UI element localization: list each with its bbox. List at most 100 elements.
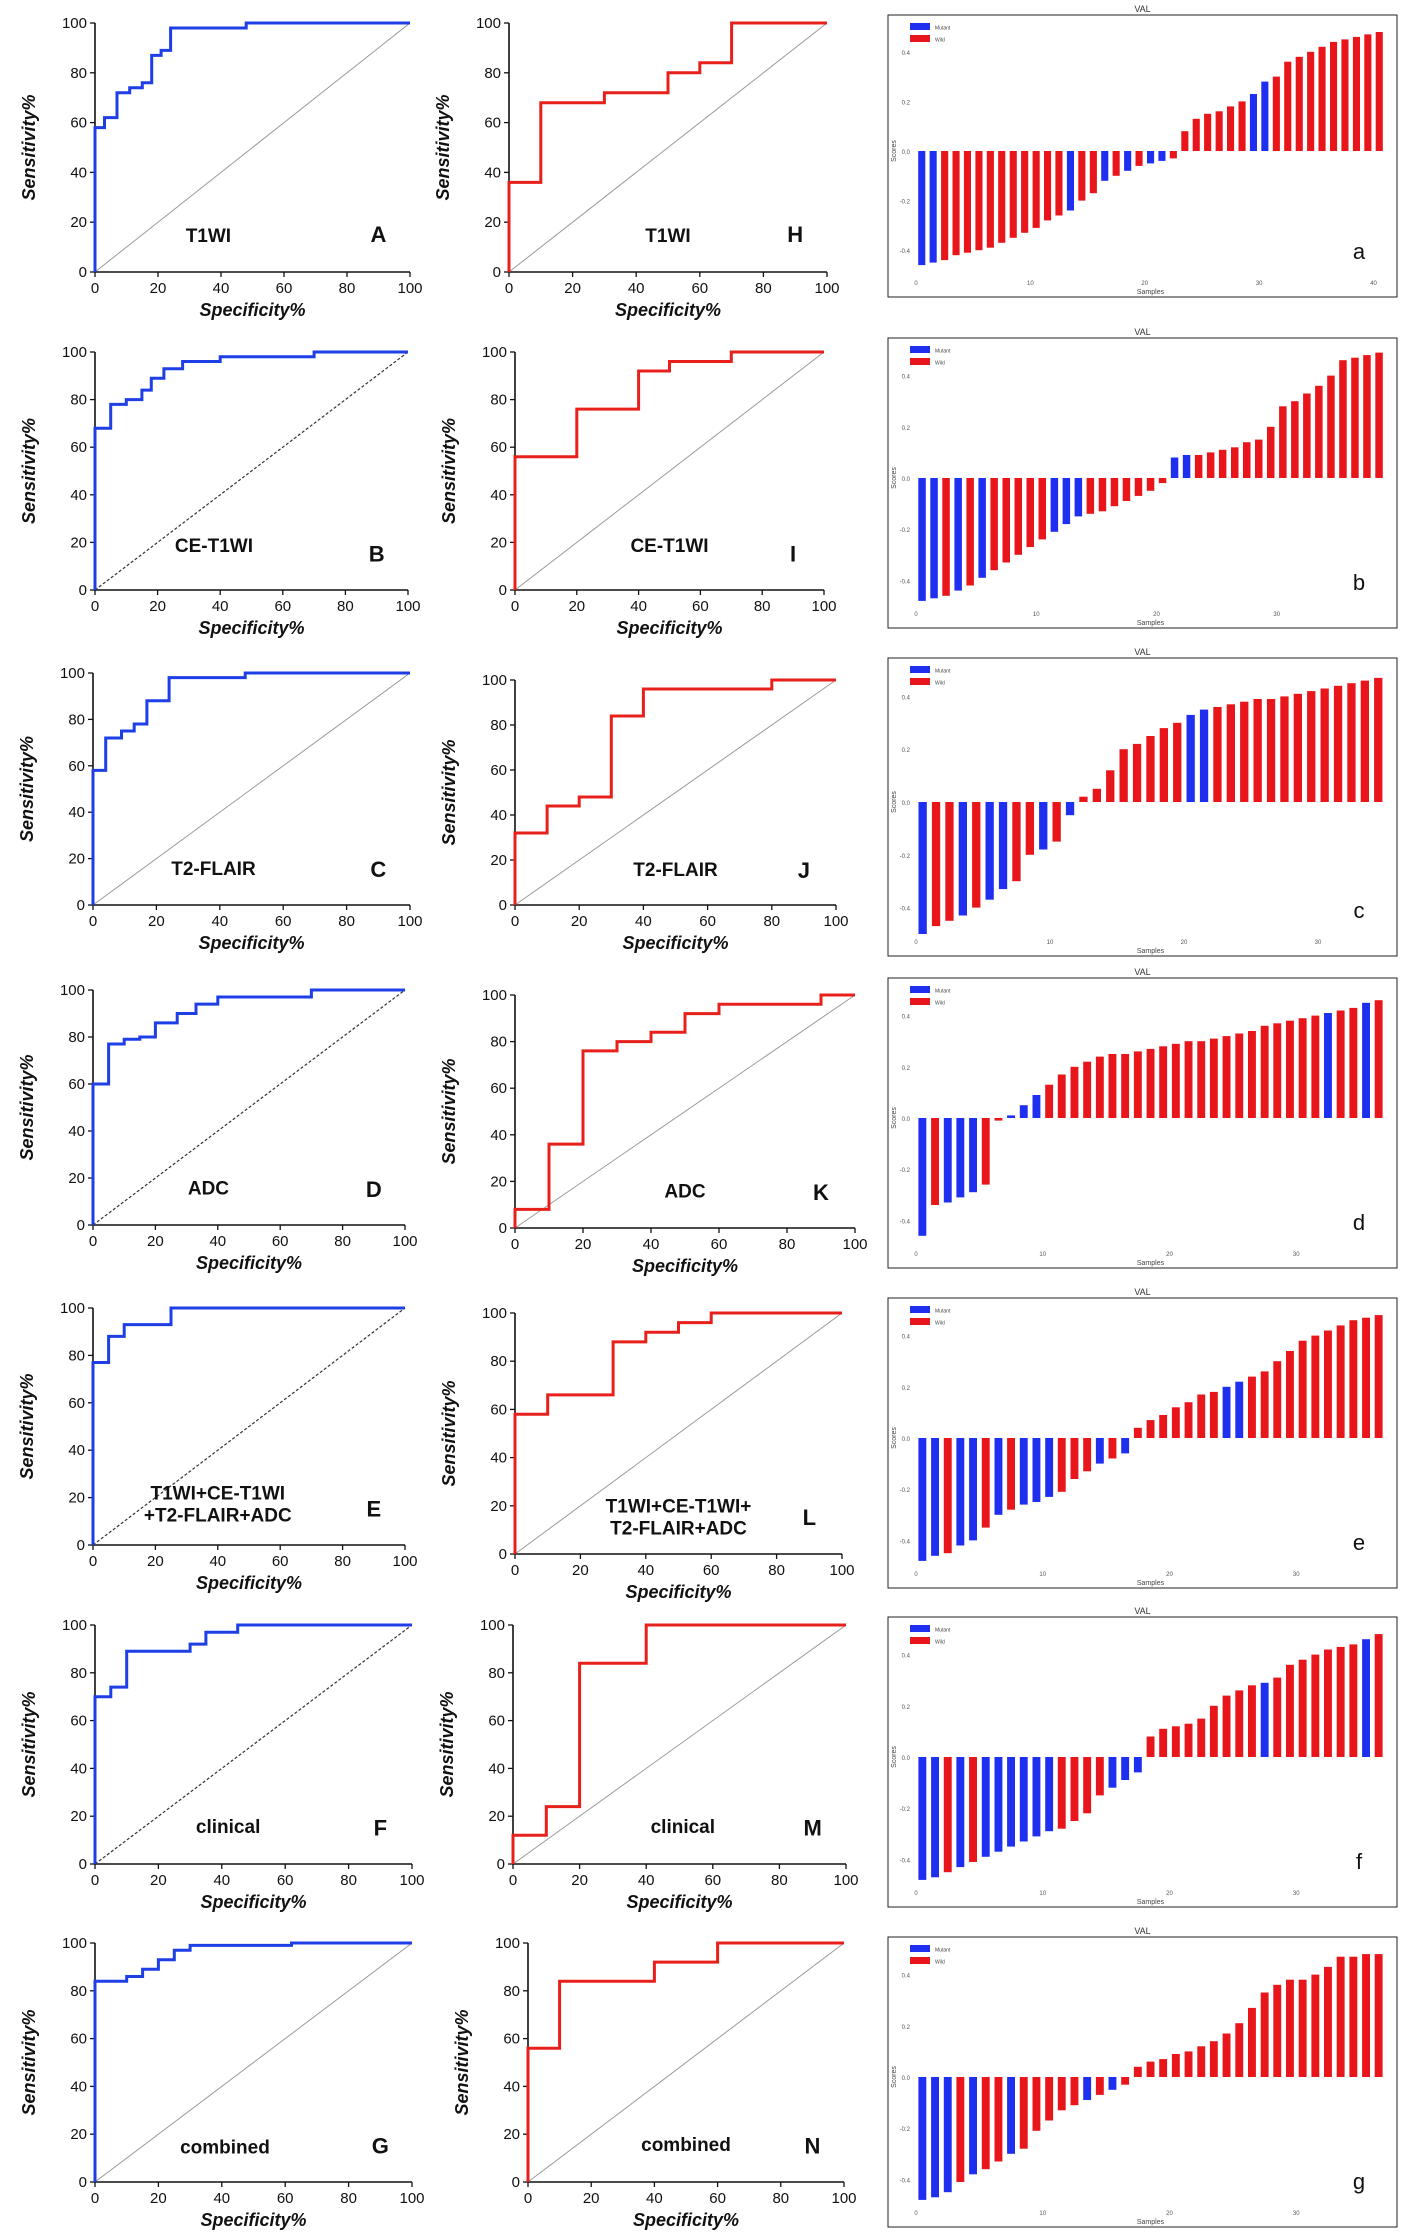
score-bar — [981, 1118, 990, 1185]
x-tick-label: 100 — [833, 1872, 858, 1889]
score-bar — [1218, 449, 1227, 478]
score-bar — [918, 1438, 927, 1561]
score-bar — [956, 2077, 965, 2182]
score-bar — [1231, 447, 1239, 478]
score-bar — [1169, 151, 1177, 159]
score-bar — [1260, 1682, 1269, 1757]
y-tick-label: 100 — [62, 344, 87, 361]
score-bar — [1121, 1438, 1130, 1454]
y-tick-label: 0.4 — [902, 51, 911, 57]
y-tick-label: 0.0 — [902, 801, 911, 807]
score-bar — [1092, 788, 1101, 802]
y-tick-label: 0 — [499, 582, 507, 599]
score-bar — [941, 151, 949, 261]
score-bar — [1324, 1013, 1332, 1118]
legend-label: Mutant — [935, 1628, 951, 1634]
legend-label: Wild — [935, 1321, 945, 1327]
score-bar — [1133, 1757, 1142, 1773]
roc-curve — [93, 21, 410, 272]
legend-swatch — [910, 1306, 930, 1313]
score-bar — [1007, 1757, 1015, 1847]
waterfall-panel-b: VAL 0.4 0.2 0.0 -0.2 -0.4 Scores 0 10 20 30 Samples… — [887, 327, 1398, 629]
roc-model-label: clinical — [651, 1817, 715, 1838]
y-tick-label: 0.0 — [902, 1756, 911, 1762]
score-bar — [1159, 1046, 1168, 1118]
score-bar — [1171, 1407, 1180, 1438]
y-tick-label: 0.2 — [902, 2025, 911, 2031]
x-tick-label: 0 — [511, 913, 519, 930]
score-bar — [1295, 56, 1303, 151]
x-tick-label: 0 — [914, 1891, 918, 1897]
x-tick-label: 100 — [811, 598, 836, 615]
y-tick-label: -0.4 — [900, 1539, 911, 1545]
x-tick-label: 20 — [1166, 1891, 1173, 1897]
roc-model-label: clinical — [196, 1817, 260, 1838]
x-axis-title: Samples — [1137, 289, 1165, 296]
score-bar — [1291, 401, 1299, 478]
score-bar — [1159, 1415, 1168, 1438]
score-bar — [1095, 1757, 1104, 1796]
x-tick-label: 80 — [754, 598, 771, 615]
score-bar — [945, 802, 954, 921]
y-tick-label: 20 — [70, 214, 87, 231]
score-bar — [1199, 709, 1209, 802]
x-tick-label: 30 — [1293, 1572, 1300, 1578]
score-bar — [1374, 1954, 1383, 2077]
y-axis-title: Sensitivity% — [437, 1691, 457, 1797]
y-tick-label: 0.4 — [902, 695, 911, 701]
score-bar — [1110, 478, 1119, 507]
x-tick-label: 60 — [692, 598, 709, 615]
y-tick-label: 0.4 — [902, 1654, 911, 1660]
legend-swatch — [910, 1957, 930, 1964]
legend-swatch — [910, 998, 930, 1005]
score-bar — [956, 1438, 965, 1546]
score-bar — [978, 478, 986, 578]
y-axis-title: Sensitivity% — [439, 739, 459, 845]
reference-diagonal — [512, 1624, 847, 1865]
roc-model-label: ADC — [188, 1178, 229, 1199]
score-bar — [1192, 118, 1200, 151]
x-axis-title: Specificity% — [625, 1582, 731, 1602]
panel-letter: J — [798, 858, 810, 883]
score-bar — [1298, 1018, 1307, 1118]
score-bar — [1360, 680, 1369, 802]
x-tick-label: 30 — [1293, 1891, 1300, 1897]
panel-letter: f — [1356, 1849, 1363, 1874]
score-bar — [1171, 2054, 1180, 2077]
score-bar — [1311, 1335, 1320, 1438]
roc-panel-K: 00 20 20 40 40 60 60 80 80 100 100 Specificity% Sens… — [439, 987, 868, 1276]
roc-panel-I: 00 20 20 40 40 60 60 80 80 100 100 Specificity% Sens… — [439, 344, 837, 638]
score-bar — [1222, 1386, 1231, 1438]
y-axis-title: Scores — [891, 140, 898, 162]
y-tick-label: -0.2 — [900, 528, 911, 534]
x-tick-label: 20 — [148, 913, 165, 930]
score-bar — [1206, 452, 1215, 478]
x-tick-label: 40 — [637, 1562, 654, 1579]
score-bar — [1055, 151, 1063, 216]
legend-swatch — [910, 986, 930, 993]
score-bar — [918, 151, 926, 266]
score-bar — [1009, 151, 1017, 238]
score-bar — [1333, 685, 1343, 802]
y-tick-label: 20 — [68, 851, 85, 868]
y-axis-title: Sensitivity% — [19, 94, 39, 200]
x-axis-title: Specificity% — [632, 1256, 738, 1276]
score-bar — [1374, 1315, 1383, 1438]
score-bar — [1352, 36, 1360, 151]
score-bar — [931, 1757, 939, 1878]
score-bar — [1065, 802, 1075, 816]
score-bar — [1286, 1664, 1294, 1757]
score-bar — [986, 151, 994, 248]
score-bar — [1318, 46, 1326, 151]
score-bar — [1146, 1048, 1155, 1118]
panel-letter: E — [366, 1497, 381, 1522]
x-tick-label: 30 — [1293, 2211, 1300, 2217]
score-bar — [1255, 439, 1263, 478]
score-bar — [1159, 2059, 1168, 2077]
y-tick-label: 80 — [490, 717, 507, 734]
x-tick-label: 40 — [213, 2190, 230, 2207]
y-tick-label: 60 — [503, 2031, 520, 2048]
reference-diagonal — [527, 1942, 845, 2183]
score-bar — [1364, 34, 1372, 151]
x-tick-label: 20 — [1153, 612, 1160, 618]
